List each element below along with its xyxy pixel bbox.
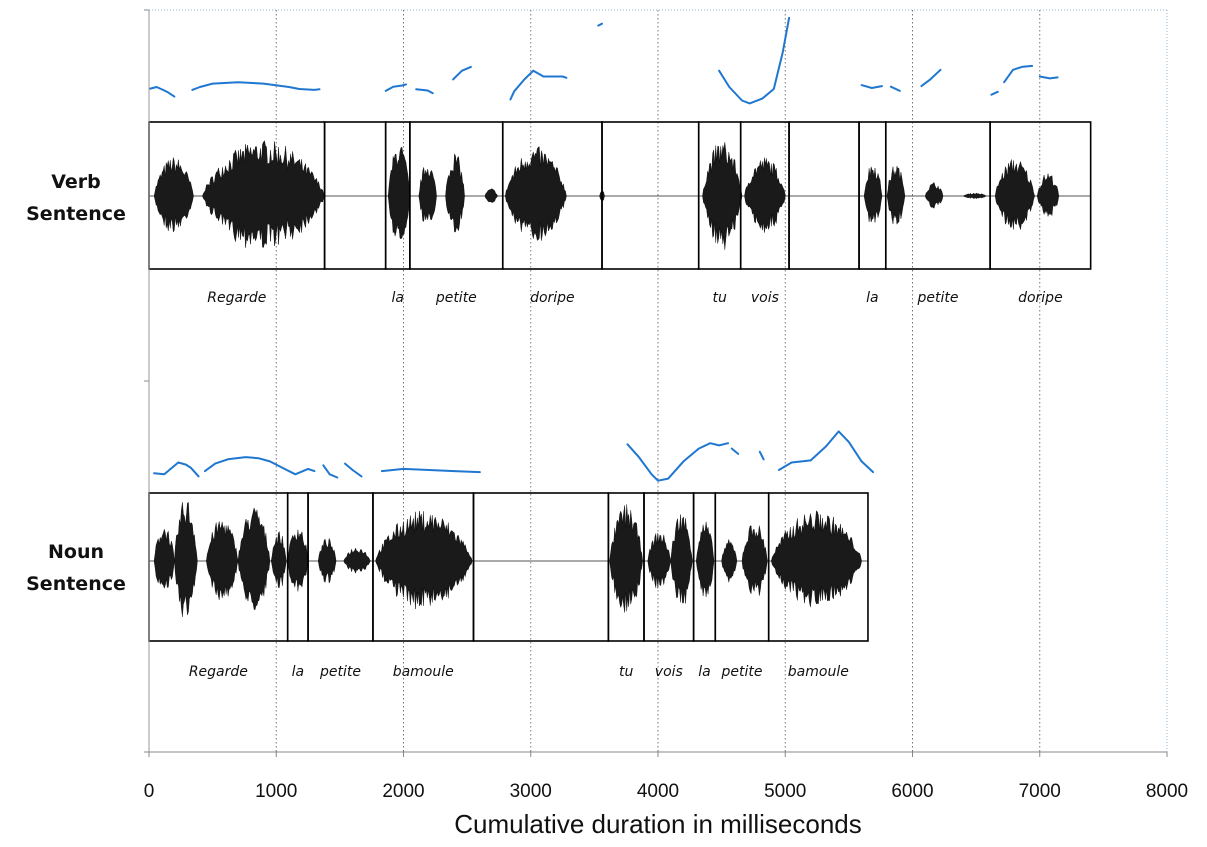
pitch-contour	[1003, 64, 1034, 84]
pitch-contour	[1038, 75, 1059, 80]
word-label: doripe	[530, 290, 575, 306]
pitch-contour	[153, 461, 200, 478]
waveform-burst	[174, 501, 198, 617]
waveform-burst	[287, 529, 309, 592]
row-label-noun-line2: Sentence	[26, 573, 126, 595]
pitch-contour	[380, 467, 481, 474]
pitch-contour	[509, 69, 568, 101]
pitch-contour	[415, 88, 434, 95]
pitch-contour	[191, 81, 321, 91]
word-label: la	[292, 664, 304, 680]
waveform-burst	[317, 537, 337, 584]
waveform-burst	[375, 510, 473, 610]
x-tick-label: 5000	[764, 781, 806, 802]
pitch-contour	[889, 85, 901, 92]
x-tick-label: 2000	[382, 781, 424, 802]
waveform-burst	[924, 182, 944, 209]
waveform-burst	[237, 507, 271, 611]
waveform-burst	[994, 159, 1035, 230]
pitch-contour	[860, 84, 883, 89]
pitch-contour	[149, 86, 176, 98]
segment-box	[472, 492, 610, 642]
word-label: petite	[319, 664, 361, 680]
pitch-contour	[452, 65, 472, 81]
x-tick-label: 7000	[1019, 781, 1061, 802]
row-verb-sentence: Regarde la petite doripe tu vois la petite dorip…	[148, 16, 1092, 306]
pitch-contour	[758, 450, 765, 461]
word-label: doripe	[1018, 290, 1063, 306]
waveform-burst	[270, 530, 287, 589]
pitch-contour	[730, 447, 740, 455]
row-label-verb-line1: Verb	[51, 171, 101, 193]
waveform-burst	[963, 192, 987, 199]
waveform-burst	[744, 157, 786, 233]
x-axis-title: Cumulative duration in milliseconds	[454, 809, 862, 839]
waveform-burst	[202, 140, 325, 248]
waveform-burst	[721, 539, 738, 583]
x-tick-label: 4000	[637, 781, 679, 802]
x-tick-label: 8000	[1146, 781, 1188, 802]
word-label: la	[698, 664, 710, 680]
waveform-burst	[445, 153, 465, 233]
waveform-burst	[647, 532, 671, 589]
word-label: la	[392, 290, 404, 306]
waveform-burst	[609, 504, 643, 613]
waveform-burst	[484, 188, 498, 203]
waveform-burst	[670, 514, 693, 604]
word-label: la	[866, 290, 878, 306]
waveform-burst	[702, 142, 743, 250]
word-label: Regarde	[207, 290, 266, 306]
row-label-noun-line1: Noun	[48, 541, 104, 563]
pitch-contour	[322, 464, 339, 479]
segment-box	[767, 492, 869, 642]
pitch-contour	[344, 462, 363, 478]
pitch-contour	[920, 68, 942, 88]
x-tick-label: 6000	[891, 781, 933, 802]
waveform-burst	[343, 547, 371, 574]
grid	[149, 9, 1168, 752]
word-label: petite	[435, 290, 477, 306]
word-label: tu	[713, 290, 727, 306]
pitch-contour	[626, 442, 729, 482]
word-label: vois	[655, 664, 683, 680]
row-label-verb-line2: Sentence	[26, 203, 126, 225]
pitch-contour	[384, 83, 407, 92]
pitch-contour	[204, 456, 316, 476]
waveform-burst	[695, 521, 715, 597]
pitch-contour	[597, 22, 603, 27]
waveform-burst	[206, 521, 239, 600]
x-tick-label: 3000	[510, 781, 552, 802]
waveform-burst	[153, 528, 175, 589]
waveform-burst	[505, 146, 567, 241]
waveform-burst	[387, 147, 411, 240]
word-label: vois	[751, 290, 779, 306]
word-label: petite	[916, 290, 958, 306]
x-axis: 0 1000 2000 3000 4000 5000 6000 7000 8000	[144, 9, 1188, 802]
x-tick-label: 1000	[255, 781, 297, 802]
word-label: petite	[720, 664, 762, 680]
waveform-burst	[886, 166, 906, 225]
waveform-burst	[1036, 173, 1060, 217]
waveform-burst	[153, 157, 194, 233]
waveform-burst	[863, 166, 883, 223]
segment-box	[989, 121, 1092, 270]
pitch-contour	[777, 430, 875, 474]
waveform-burst	[418, 167, 437, 222]
word-label: bamoule	[788, 664, 849, 680]
word-label: bamoule	[393, 664, 454, 680]
word-label: Regarde	[189, 664, 248, 680]
word-label: tu	[619, 664, 633, 680]
pitch-contour	[990, 90, 999, 96]
waveform-burst	[771, 510, 862, 608]
pitch-contour	[718, 16, 791, 105]
row-noun-sentence: Regarde la petite bamoule tu vois la petite bamo…	[148, 430, 875, 680]
waveform-burst	[741, 525, 768, 596]
x-tick-label: 0	[144, 781, 155, 802]
